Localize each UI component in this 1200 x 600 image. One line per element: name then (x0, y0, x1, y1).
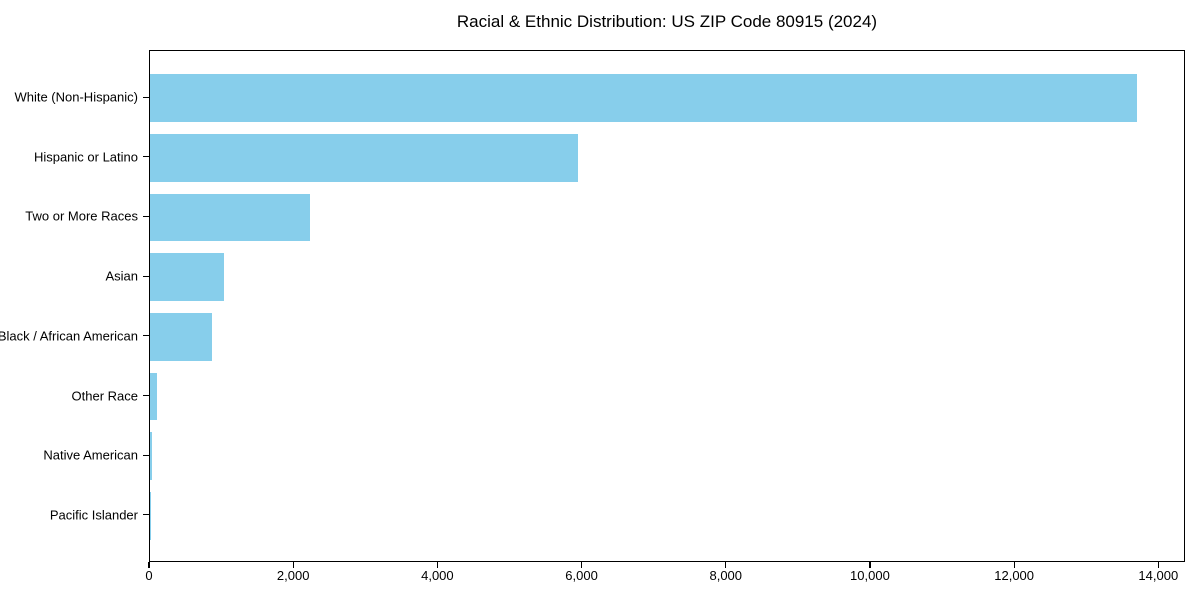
y-tick-label: Two or More Races (25, 208, 138, 224)
y-tick-label: Pacific Islander (49, 507, 138, 523)
y-tick-label: Black / African American (0, 328, 138, 344)
x-tick-mark (436, 562, 438, 568)
x-tick-mark (1157, 562, 1159, 568)
bar-two-or-more-races (150, 193, 311, 242)
y-tick-mark (143, 514, 149, 516)
y-tick-mark (143, 275, 149, 277)
bar-asian (150, 253, 225, 302)
x-tick-mark (1013, 562, 1015, 568)
x-tick-mark (869, 562, 871, 568)
x-tick-mark (725, 562, 727, 568)
x-tick-label: 12,000 (994, 568, 1035, 583)
x-tick-label: 6,000 (565, 568, 598, 583)
bar-other-race (150, 372, 158, 421)
x-tick-label: 10,000 (850, 568, 890, 583)
bar-pacific-islander (150, 491, 152, 540)
x-tick-label: 14,000 (1138, 568, 1179, 583)
x-tick-mark (148, 562, 150, 568)
x-tick-label: 8,000 (709, 568, 743, 583)
x-tick-label: 2,000 (276, 568, 310, 583)
y-tick-label: Other Race (71, 388, 138, 403)
y-tick-mark (143, 394, 149, 397)
bar-white-non-hispanic (150, 74, 1137, 122)
y-tick-mark (143, 156, 149, 158)
y-tick-mark (143, 96, 149, 98)
bar-hispanic-or-latino (150, 133, 578, 182)
x-tick-mark (580, 562, 583, 568)
plot-area (149, 50, 1185, 562)
y-tick-mark (143, 335, 149, 337)
y-tick-mark (143, 215, 149, 218)
y-tick-label: Hispanic or Latino (33, 149, 138, 165)
x-tick-label: 4,000 (421, 568, 454, 583)
y-tick-label: Native American (43, 447, 138, 463)
x-tick-mark (292, 562, 294, 568)
y-tick-label: Asian (105, 268, 138, 284)
x-tick-label: 0 (145, 568, 153, 583)
y-tick-mark (143, 454, 149, 456)
bar-black-african-american (150, 312, 212, 361)
bar-native-american (150, 432, 153, 481)
y-tick-label: White (Non-Hispanic) (14, 89, 138, 105)
chart-title: Racial & Ethnic Distribution: US ZIP Cod… (456, 12, 878, 31)
